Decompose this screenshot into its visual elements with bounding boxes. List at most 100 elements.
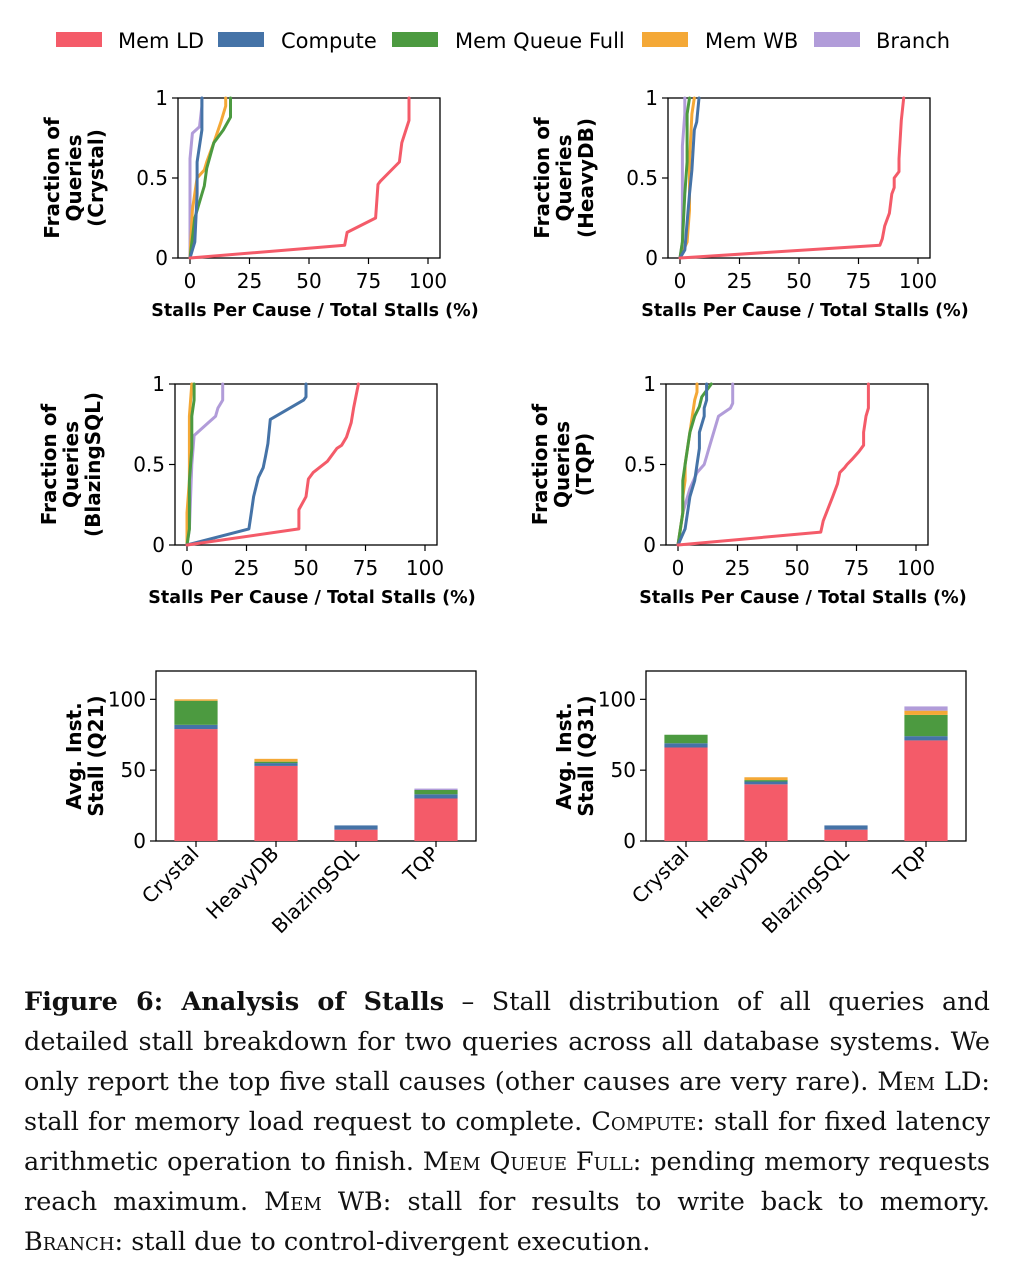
x-tick-label: 50 bbox=[293, 556, 318, 580]
y-axis-label-line: Stall (Q21) bbox=[84, 695, 108, 816]
figure-caption: Figure 6: Analysis of Stalls – Stall dis… bbox=[24, 982, 990, 1262]
y-axis-label-line: Queries bbox=[62, 135, 86, 222]
caption-text-4: : pending memory requests reach maximum. bbox=[24, 1147, 990, 1217]
y-axis-label-line: Avg. Inst. bbox=[552, 702, 576, 809]
y-tick-label: 0 bbox=[643, 533, 656, 557]
y-axis-label-line: Avg. Inst. bbox=[62, 702, 86, 809]
x-tick-label: 100 bbox=[897, 556, 935, 580]
bar-segment-compute-blazingsql bbox=[824, 825, 868, 830]
x-tick-label: 75 bbox=[846, 269, 871, 293]
cdf-line-mem-queue-full bbox=[676, 382, 713, 547]
legend-label-branch: Branch bbox=[876, 29, 950, 53]
caption-term-mem-ld: Mem LD bbox=[877, 1067, 982, 1097]
bar-segment-mem-ld-crystal bbox=[664, 747, 708, 841]
y-tick-label: 50 bbox=[121, 758, 146, 782]
legend-label-mem-queue-full: Mem Queue Full bbox=[455, 29, 625, 53]
cdf-line-compute bbox=[188, 96, 204, 260]
x-tick-label-heavydb: HeavyDB bbox=[201, 842, 283, 924]
caption-text-2: : stall for memory load request to compl… bbox=[24, 1067, 991, 1137]
y-tick-label: 1 bbox=[643, 372, 656, 396]
y-axis-label: Fraction ofQueries(Crystal) bbox=[40, 117, 108, 239]
bar-segment-mem-ld-blazingsql bbox=[334, 829, 378, 841]
x-tick-label: 100 bbox=[409, 269, 447, 293]
x-tick-label: 75 bbox=[353, 556, 378, 580]
bar-segment-branch-tqp bbox=[904, 706, 948, 711]
cdf-line-mem-queue-full bbox=[185, 382, 196, 547]
y-axis-label-line: Fraction of bbox=[528, 404, 552, 526]
x-tick-label: 50 bbox=[296, 269, 321, 293]
y-axis-label: Fraction ofQueries(BlazingSQL) bbox=[37, 392, 105, 537]
bar-segment-compute-heavydb bbox=[744, 781, 788, 785]
y-axis-label-line: (Crystal) bbox=[84, 129, 108, 227]
bar-segment-compute-crystal bbox=[664, 743, 708, 748]
plot-frame bbox=[155, 670, 477, 842]
plot-frame bbox=[177, 97, 441, 259]
x-axis-label: Stalls Per Cause / Total Stalls (%) bbox=[641, 301, 968, 321]
y-tick-label: 1 bbox=[645, 86, 658, 110]
x-tick-label-blazingsql: BlazingSQL bbox=[267, 841, 364, 938]
x-tick-label-blazingsql: BlazingSQL bbox=[757, 841, 854, 938]
chart-cdf-tqp: 0 0.5 1 Fraction ofQueries(TQP) 0 25 50 75 100 St… bbox=[528, 372, 967, 608]
x-tick-label-crystal: Crystal bbox=[627, 842, 694, 909]
x-axis-label: Stalls Per Cause / Total Stalls (%) bbox=[639, 588, 966, 608]
y-axis-label-line: Queries bbox=[552, 135, 576, 222]
caption-text-5: : stall for results to write back to mem… bbox=[382, 1187, 990, 1217]
bar-segment-mem-queue-full-tqp bbox=[904, 714, 948, 737]
x-tick-label: 25 bbox=[727, 269, 752, 293]
legend-swatch-mem-ld bbox=[56, 32, 102, 47]
y-axis-label-line: Stall (Q31) bbox=[574, 695, 598, 816]
cdf-line-mem-ld bbox=[188, 96, 411, 260]
cdf-line-compute bbox=[678, 96, 701, 260]
x-tick-label: 0 bbox=[184, 269, 197, 293]
bar-segment-branch-tqp bbox=[414, 788, 458, 790]
bar-segment-mem-wb-crystal bbox=[174, 699, 218, 701]
bar-segment-compute-tqp bbox=[904, 736, 948, 741]
x-tick-label-heavydb: HeavyDB bbox=[691, 842, 773, 924]
y-tick-label: 0.5 bbox=[626, 166, 658, 190]
x-tick-label: 0 bbox=[181, 556, 194, 580]
y-tick-label: 50 bbox=[611, 758, 636, 782]
bar-segment-mem-wb-heavydb bbox=[744, 777, 788, 781]
legend-swatch-mem-wb bbox=[642, 32, 688, 47]
x-tick-label: 75 bbox=[356, 269, 381, 293]
bar-segment-mem-queue-full-heavydb bbox=[744, 780, 788, 782]
y-axis-label: Avg. Inst.Stall (Q21) bbox=[62, 695, 108, 816]
y-tick-label: 0.5 bbox=[133, 453, 165, 477]
y-axis-label-line: Queries bbox=[59, 421, 83, 508]
x-tick-label: 50 bbox=[786, 269, 811, 293]
bar-segment-compute-crystal bbox=[174, 724, 218, 730]
caption-text-6: : stall due to control-divergent executi… bbox=[114, 1227, 651, 1257]
plot-frame bbox=[645, 670, 967, 842]
caption-term-mem-queue-full: Mem Queue Full bbox=[422, 1147, 633, 1177]
x-tick-label-crystal: Crystal bbox=[137, 842, 204, 909]
bar-segment-mem-wb-tqp bbox=[904, 710, 948, 715]
chart-cdf-crystal: 0 0.5 1 Fraction ofQueries(Crystal) 0 25 50 75 1… bbox=[40, 86, 479, 321]
caption-label: Figure 6: Analysis of Stalls bbox=[24, 987, 445, 1017]
cdf-line-mem-queue-full bbox=[678, 96, 691, 260]
cdf-line-mem-ld bbox=[678, 96, 906, 260]
bar-segment-mem-ld-crystal bbox=[174, 729, 218, 841]
x-tick-label: 100 bbox=[899, 269, 937, 293]
bar-segment-mem-ld-tqp bbox=[414, 798, 458, 841]
bar-segment-mem-queue-full-tqp bbox=[414, 790, 458, 795]
y-tick-label: 100 bbox=[108, 687, 146, 711]
figure-6: Mem LD Compute Mem Queue Full Mem WB Branch … bbox=[37, 29, 969, 938]
y-tick-label: 1 bbox=[152, 372, 165, 396]
y-tick-label: 100 bbox=[598, 687, 636, 711]
bar-segment-compute-heavydb bbox=[254, 763, 298, 766]
chart-cdf-blazingsql: 0 0.5 1 Fraction ofQueries(BlazingSQL) 0 25 50… bbox=[37, 372, 476, 608]
y-axis-label: Fraction ofQueries(TQP) bbox=[528, 404, 596, 526]
bar-segment-mem-queue-full-heavydb bbox=[254, 761, 298, 764]
bar-segment-mem-ld-blazingsql bbox=[824, 829, 868, 841]
legend-swatch-mem-queue-full bbox=[392, 32, 438, 47]
y-axis-label-line: (HeavyDB) bbox=[574, 118, 598, 238]
x-tick-label-tqp: TQP bbox=[398, 842, 444, 888]
y-axis-label-line: (TQP) bbox=[572, 433, 596, 497]
x-tick-label: 100 bbox=[406, 556, 444, 580]
legend: Mem LD Compute Mem Queue Full Mem WB Branch bbox=[56, 29, 950, 53]
chart-cdf-heavydb: 0 0.5 1 Fraction ofQueries(HeavyDB) 0 25 50 75 1… bbox=[530, 86, 969, 321]
x-tick-label: 75 bbox=[844, 556, 869, 580]
y-axis-label-line: (BlazingSQL) bbox=[81, 392, 105, 537]
